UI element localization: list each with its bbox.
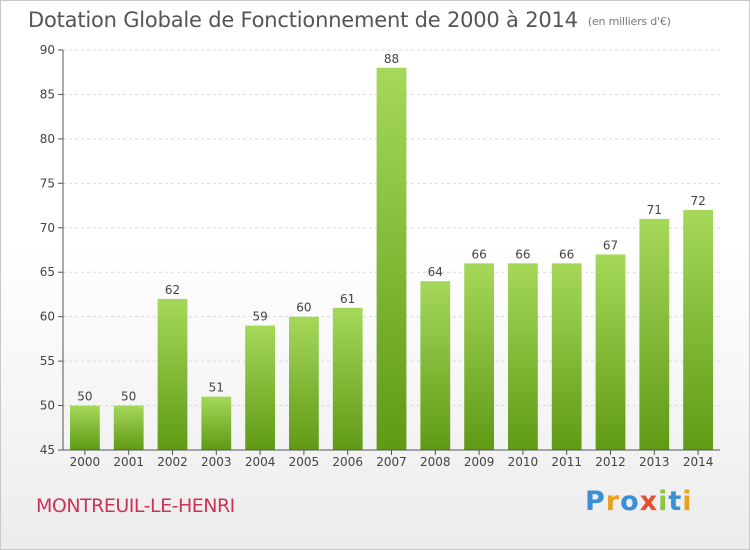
x-tick-label-2010: 2010 — [508, 455, 539, 469]
data-label-2013: 71 — [647, 203, 662, 217]
data-label-2010: 66 — [515, 247, 530, 261]
x-tick-label-2012: 2012 — [595, 455, 626, 469]
data-label-2006: 61 — [340, 292, 355, 306]
logo-letter: r — [605, 486, 621, 517]
y-tick-label: 90 — [40, 43, 55, 57]
x-tick-label-2002: 2002 — [157, 455, 188, 469]
proxiti-logo[interactable]: Proxiti — [585, 486, 693, 517]
bar-2003 — [201, 396, 232, 450]
bar-2005 — [289, 316, 319, 450]
bar-2002 — [157, 298, 188, 450]
x-tick-label-2003: 2003 — [201, 455, 232, 469]
data-label-2012: 67 — [603, 238, 618, 252]
x-tick-label-2014: 2014 — [683, 455, 714, 469]
bar-2001 — [113, 405, 144, 450]
x-tick-label-2001: 2001 — [113, 455, 144, 469]
bar-2011 — [551, 263, 582, 450]
x-tick-label-2000: 2000 — [70, 455, 101, 469]
bar-2004 — [245, 325, 275, 450]
axes: 45 50 55 60 65 70 75 80 85 90 2000 2001 2002 2003 2004… — [40, 43, 720, 469]
y-tick-label: 85 — [40, 87, 55, 101]
bar-2013 — [639, 218, 670, 450]
data-label-2004: 59 — [252, 310, 267, 324]
bar-2006 — [332, 307, 363, 450]
commune-name: MONTREUIL-LE-HENRI — [36, 495, 235, 517]
data-label-2008: 64 — [428, 265, 443, 279]
x-tick-label-2011: 2011 — [551, 455, 582, 469]
logo-letter: i — [682, 486, 693, 517]
data-label-2005: 60 — [296, 301, 311, 315]
x-tick-label-2006: 2006 — [332, 455, 363, 469]
data-label-2007: 88 — [384, 52, 399, 66]
bar-2010 — [508, 263, 538, 450]
data-label-2003: 51 — [209, 381, 224, 395]
data-label-2011: 66 — [559, 247, 574, 261]
bar-2012 — [595, 254, 626, 450]
x-tick-label-2008: 2008 — [420, 455, 451, 469]
logo-letter: t — [668, 486, 683, 517]
data-label-2014: 72 — [690, 194, 705, 208]
y-tick-label: 70 — [40, 221, 55, 235]
x-tick-label-2009: 2009 — [464, 455, 495, 469]
x-tick-label-2004: 2004 — [245, 455, 276, 469]
logo-letter: x — [639, 486, 659, 517]
y-tick-label: 45 — [40, 443, 55, 457]
x-tick-label-2005: 2005 — [289, 455, 320, 469]
data-label-2001: 50 — [121, 390, 136, 404]
chart-title: Dotation Globale de Fonctionnement de 20… — [28, 8, 671, 32]
y-tick-label: 55 — [40, 354, 55, 368]
bar-2007 — [376, 67, 407, 451]
x-tick-label-2007: 2007 — [376, 455, 407, 469]
y-tick-label: 80 — [40, 132, 55, 146]
unit-label: (en milliers d'€) — [587, 14, 671, 28]
y-tick-label: 50 — [40, 399, 55, 413]
bar-2008 — [420, 281, 451, 450]
y-tick-label: 65 — [40, 265, 55, 279]
logo-letter: i — [658, 486, 669, 517]
y-tick-label: 60 — [40, 310, 55, 324]
data-label-2009: 66 — [471, 247, 486, 261]
bars: 50 50 62 51 59 60 61 88 64 66 66 66 67 71 72 — [70, 52, 713, 451]
data-label-2002: 62 — [165, 283, 180, 297]
logo-letter: P — [585, 486, 606, 517]
bar-2000 — [70, 405, 100, 450]
logo-letter: o — [620, 486, 640, 517]
bar-2009 — [464, 263, 494, 450]
data-label-2000: 50 — [77, 390, 92, 404]
title-text: Dotation Globale de Fonctionnement de 20… — [28, 8, 578, 32]
x-tick-label-2013: 2013 — [639, 455, 670, 469]
y-tick-label: 75 — [40, 176, 55, 190]
bar-2014 — [683, 210, 713, 450]
